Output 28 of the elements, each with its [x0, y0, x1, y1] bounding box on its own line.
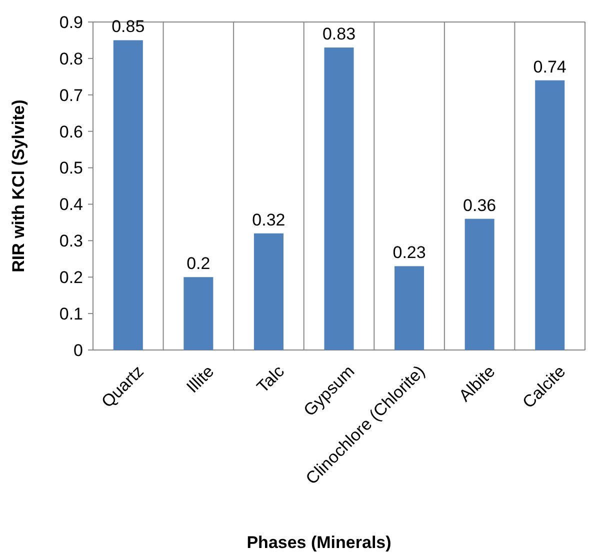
y-axis-title: RIR with KCl (Sylvite)	[9, 100, 28, 272]
y-tick-label: 0.4	[59, 195, 83, 214]
bar	[113, 40, 143, 350]
data-label: 0.23	[392, 243, 426, 262]
bar	[254, 233, 284, 350]
y-tick-label: 0.8	[59, 49, 83, 68]
bar	[394, 266, 424, 350]
x-tick-label: Illite	[182, 362, 218, 397]
y-tick-label: 0.1	[59, 304, 83, 324]
bar	[184, 277, 214, 350]
y-tick-label: 0.3	[59, 232, 83, 251]
y-tick-label: 0.9	[59, 12, 83, 32]
data-label: 0.36	[463, 196, 496, 215]
y-tick-label: 0.6	[59, 122, 83, 142]
y-tick-label: 0	[74, 340, 83, 360]
bar	[464, 218, 494, 350]
data-label: 0.32	[252, 210, 286, 230]
x-tick-label: Talc	[253, 361, 288, 397]
bar	[324, 48, 354, 350]
data-label: 0.74	[533, 57, 566, 76]
x-axis-title: Phases (Minerals)	[246, 533, 392, 552]
data-label: 0.85	[112, 17, 145, 36]
data-label: 0.83	[322, 24, 356, 44]
y-tick-label: 0.5	[59, 158, 83, 178]
data-label: 0.2	[186, 254, 210, 274]
bar	[535, 80, 565, 350]
y-tick-label: 0.7	[59, 86, 83, 105]
y-tick-label: 0.2	[59, 268, 83, 288]
